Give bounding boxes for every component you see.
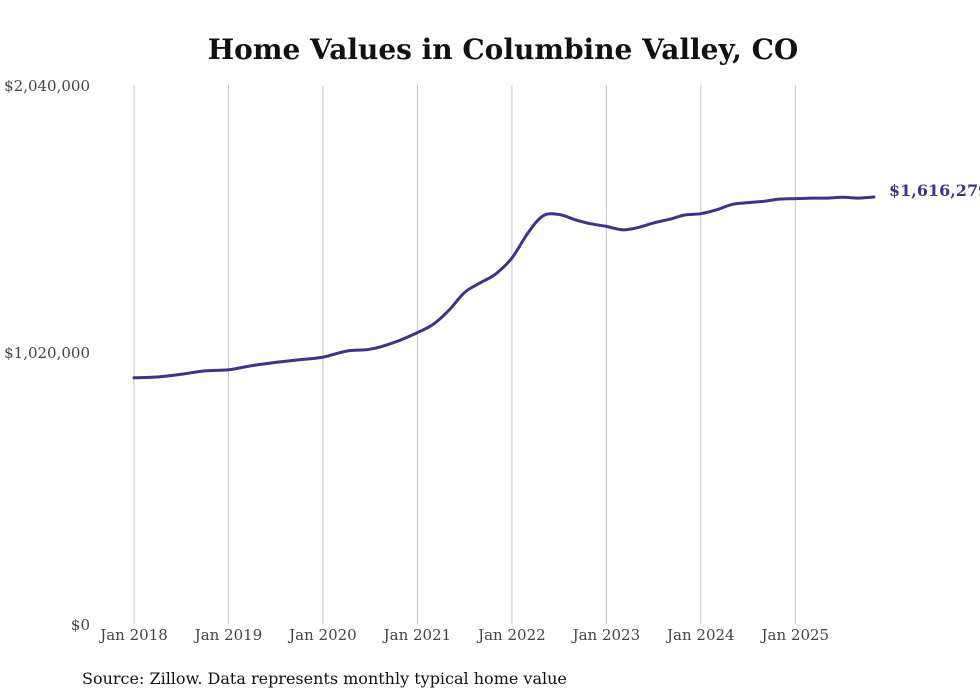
- series-line-0: [132, 195, 876, 380]
- x-tick-label-2025: Jan 2025: [760, 626, 830, 644]
- chart-title: Home Values in Columbine Valley, CO: [208, 33, 799, 66]
- source-note: Source: Zillow. Data represents monthly …: [82, 669, 567, 688]
- x-tick-label-2023: Jan 2023: [571, 626, 641, 644]
- x-tick-label-2019: Jan 2019: [193, 626, 263, 644]
- x-tick-label-2024: Jan 2024: [665, 626, 735, 644]
- y-tick-label-2040000: $2,040,000: [4, 77, 90, 95]
- series-layer: $1,616,279: [132, 181, 980, 380]
- gridlines: [133, 85, 796, 624]
- x-tick-label-2018: Jan 2018: [98, 626, 168, 644]
- y-axis-ticks: $0 $1,020,000 $2,040,000: [4, 77, 90, 634]
- x-tick-label-2022: Jan 2022: [476, 626, 546, 644]
- x-tick-label-2020: Jan 2020: [287, 626, 357, 644]
- series-end-label: $1,616,279: [889, 181, 980, 200]
- x-tick-label-2021: Jan 2021: [382, 626, 452, 644]
- y-tick-label-1020000: $1,020,000: [4, 344, 90, 362]
- y-tick-label-0: $0: [71, 616, 90, 634]
- x-axis-ticks: Jan 2018 Jan 2019 Jan 2020 Jan 2021 Jan 2022…: [98, 626, 829, 644]
